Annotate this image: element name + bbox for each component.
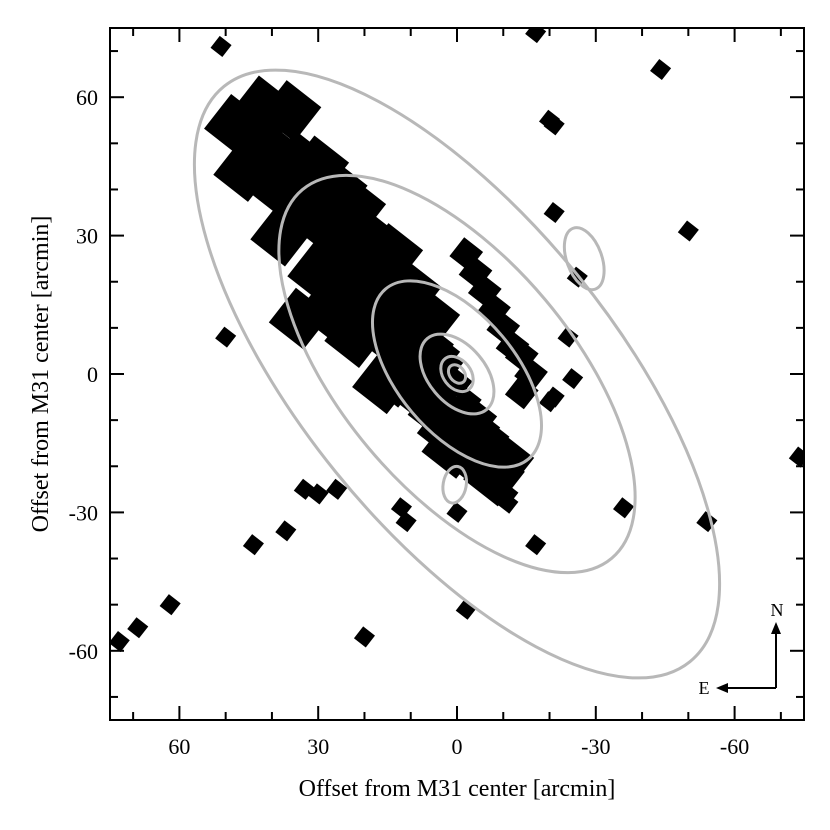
outer-field — [242, 534, 264, 556]
y-tick-label: 60 — [76, 85, 98, 110]
outer-field — [326, 478, 348, 500]
disk-field — [361, 223, 424, 285]
outer-field — [446, 501, 468, 523]
y-tick-label: 0 — [87, 362, 98, 387]
x-tick-label: 60 — [168, 734, 190, 759]
satellite-contour — [441, 464, 468, 505]
compass-north-label: N — [771, 600, 784, 620]
strip-field — [504, 375, 539, 410]
compass-east-label: E — [699, 678, 710, 698]
outer-field — [353, 626, 375, 648]
outer-field — [539, 391, 561, 413]
outer-field — [127, 617, 149, 639]
outer-field — [386, 386, 408, 408]
outer-field — [275, 520, 297, 542]
outer-field — [110, 631, 130, 653]
outer-field — [650, 58, 672, 81]
outer-field — [525, 28, 547, 44]
outer-field — [497, 492, 519, 514]
north-arrow-head — [771, 622, 781, 634]
disk-field — [296, 278, 359, 341]
outer-field — [677, 220, 699, 242]
isophote-contour — [277, 173, 637, 575]
satellite-contour — [562, 226, 606, 292]
survey-fields — [110, 28, 804, 653]
tick-labels: 60 30 0 -30 -60 60 30 0 -30 -60 — [69, 85, 750, 759]
axis-ticks — [110, 28, 804, 720]
y-tick-label: 30 — [76, 224, 98, 249]
compass: N E — [699, 600, 784, 698]
x-tick-label: -30 — [581, 734, 610, 759]
isophote-contours — [192, 68, 722, 680]
outer-field — [543, 202, 565, 224]
isophote-contour — [370, 279, 544, 469]
x-tick-label: -60 — [720, 734, 749, 759]
east-arrow-head — [716, 683, 728, 693]
outer-field — [395, 511, 417, 533]
outer-field — [307, 483, 329, 505]
outer-field — [159, 594, 181, 616]
outer-field — [215, 326, 237, 348]
isophote-contour — [418, 332, 496, 416]
x-tick-label: 0 — [452, 734, 463, 759]
outer-field — [613, 497, 635, 519]
isophote-contour — [192, 68, 722, 680]
strip-field — [478, 423, 510, 455]
outer-field — [543, 114, 565, 136]
y-tick-label: -30 — [69, 500, 98, 525]
x-axis-label: Offset from M31 center [arcmin] — [299, 776, 616, 802]
x-tick-label: 30 — [307, 734, 329, 759]
outer-field — [788, 446, 804, 468]
y-axis-label: Offset from M31 center [arcmin] — [28, 216, 54, 533]
outer-field — [525, 534, 547, 556]
isophote-contour — [446, 363, 468, 385]
disk-field — [204, 93, 266, 156]
disk-field — [213, 140, 276, 202]
outer-field — [557, 326, 579, 348]
outer-field — [562, 368, 584, 390]
outer-field — [210, 35, 232, 57]
y-tick-label: -60 — [69, 639, 98, 664]
isophote-contour — [439, 354, 475, 394]
